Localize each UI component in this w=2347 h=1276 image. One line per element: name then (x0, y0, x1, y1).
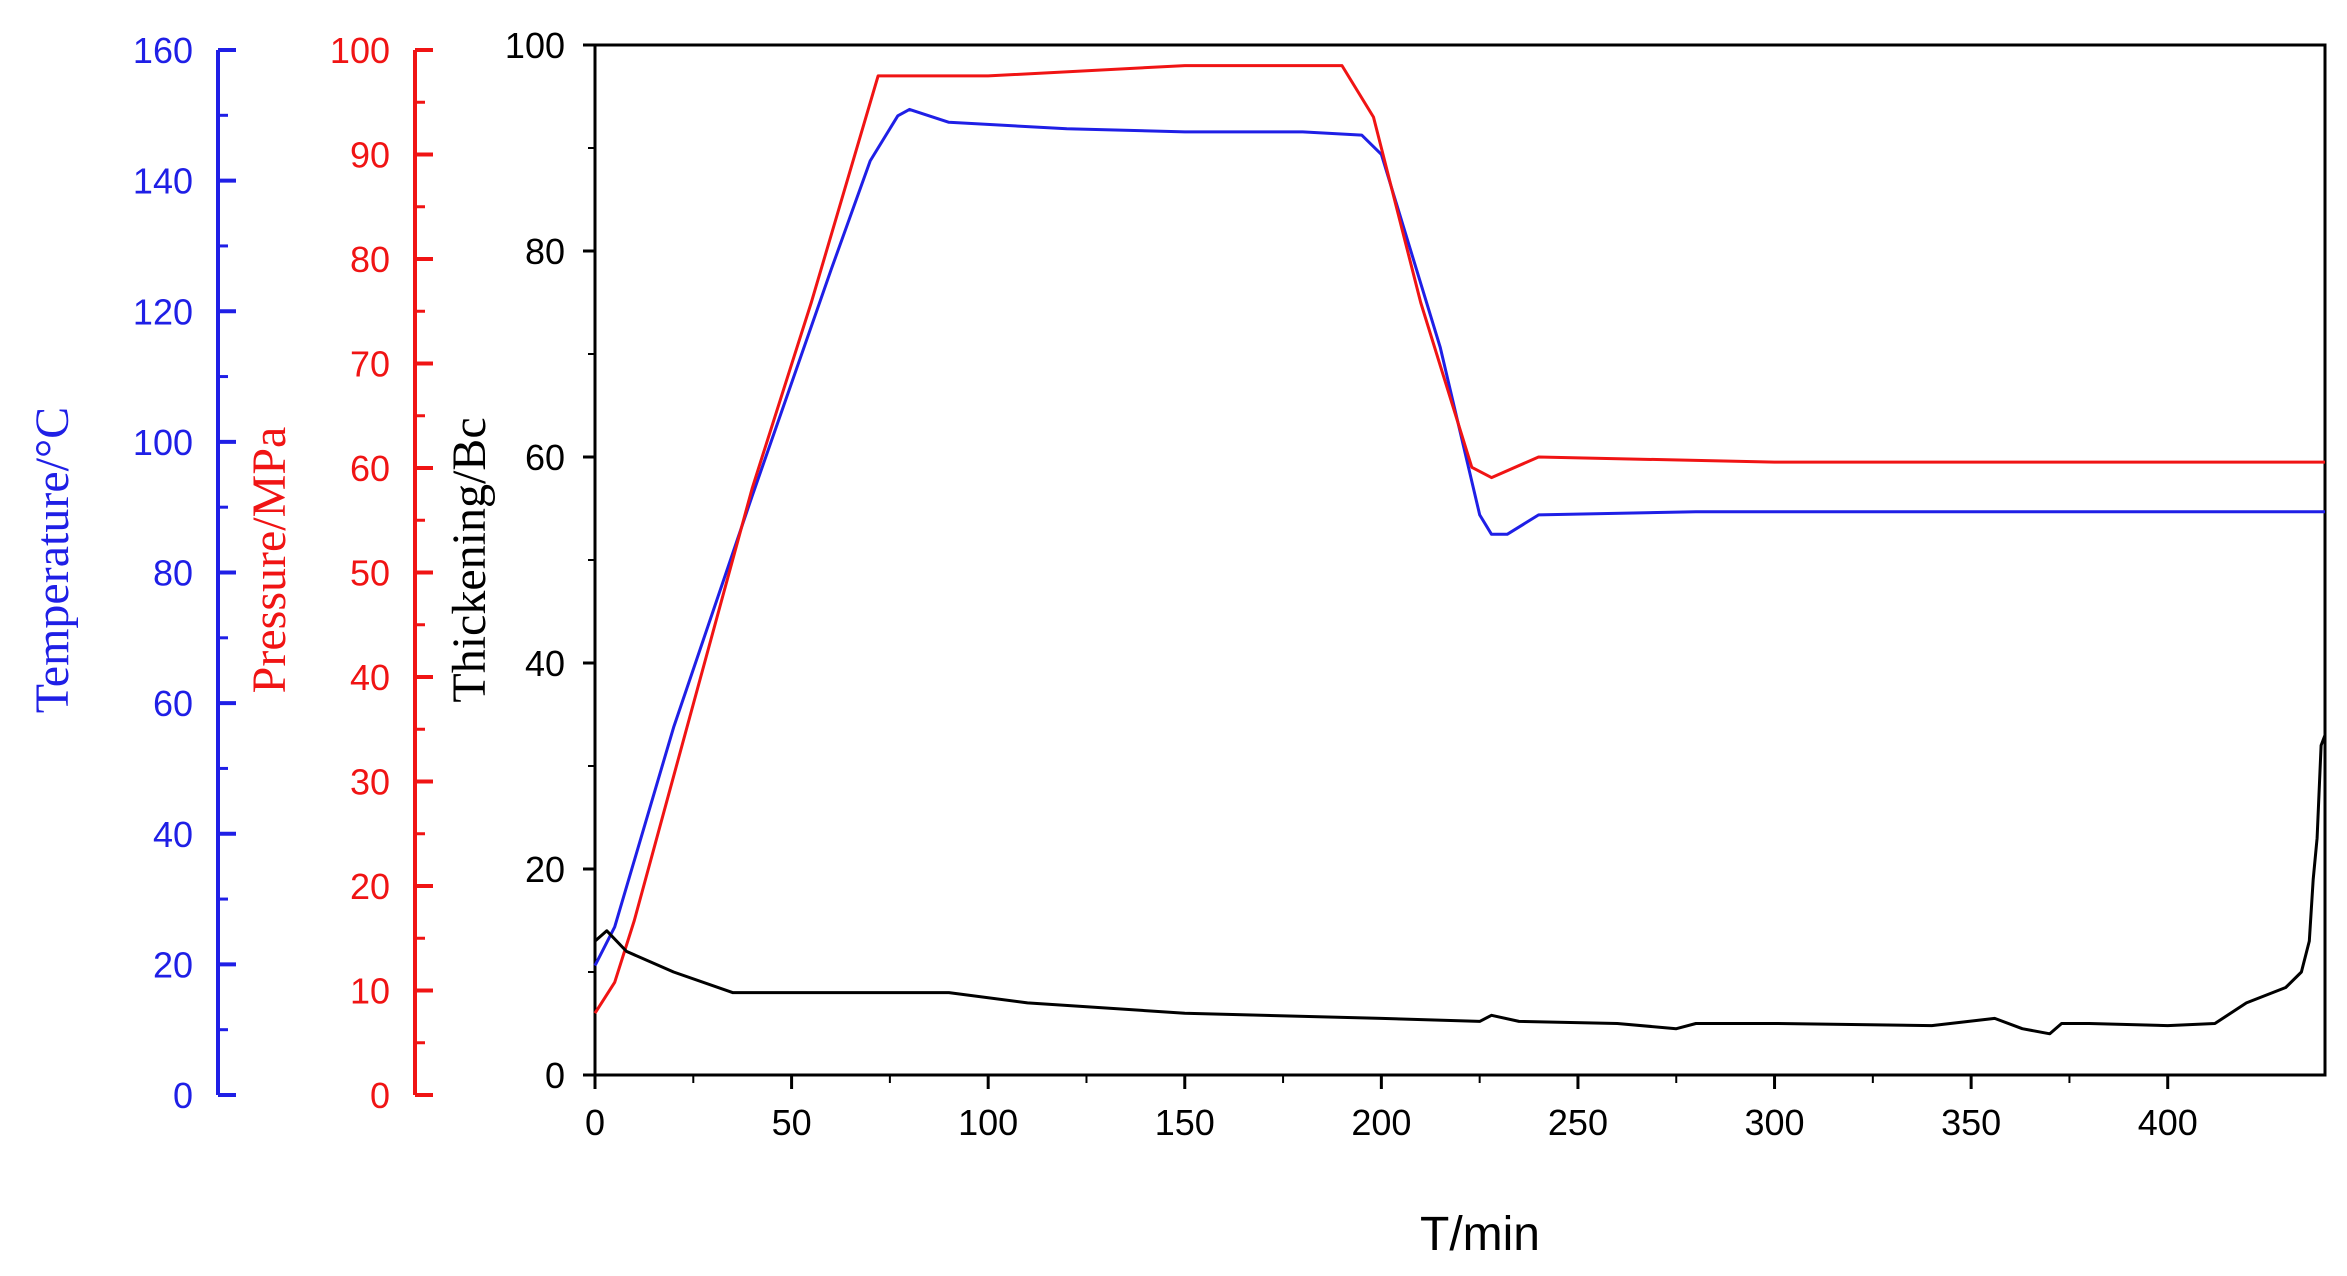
series-layer (593, 64, 2327, 1036)
temperature-axis-title: Temperature/°C (26, 407, 79, 713)
pressure-tick-label: 60 (350, 448, 390, 489)
temperature-tick-label: 40 (153, 814, 193, 855)
pressure-tick-label: 70 (350, 344, 390, 385)
labels-layer: 0 50 100 150 200 250 300 350 4000204060801000204… (26, 25, 2198, 1261)
pressure-tick-label: 90 (350, 135, 390, 176)
thickening-axis-title: Thickening/Bc (443, 417, 496, 702)
x-tick-label: 200 (1351, 1102, 1411, 1143)
x-tick-label: 150 (1155, 1102, 1215, 1143)
pressure-tick-label: 80 (350, 239, 390, 280)
thickening-series-line (594, 734, 2327, 1036)
pressure-tick-label: 10 (350, 971, 390, 1012)
pressure-series-line (593, 64, 2325, 1015)
pressure-axis-title: Pressure/MPa (243, 427, 296, 694)
thickening-tick-label: 60 (525, 437, 565, 478)
pressure-tick-label: 100 (330, 30, 390, 71)
x-tick-label: 350 (1941, 1102, 2001, 1143)
x-tick-label: 400 (2138, 1102, 2198, 1143)
thickening-tick-label: 80 (525, 231, 565, 272)
x-tick-label: 50 (772, 1102, 812, 1143)
x-axis-title: T/min (1420, 1208, 1540, 1261)
thickening-tick-label: 40 (525, 643, 565, 684)
pressure-tick-label: 40 (350, 657, 390, 698)
x-tick-label: 100 (958, 1102, 1018, 1143)
temperature-tick-label: 100 (133, 422, 193, 463)
temperature-tick-label: 140 (133, 161, 193, 202)
pressure-tick-label: 0 (370, 1075, 390, 1116)
temperature-tick-label: 20 (153, 944, 193, 985)
temperature-tick-label: 0 (173, 1075, 193, 1116)
thickening-tick-label: 20 (525, 849, 565, 890)
pressure-tick-label: 30 (350, 762, 390, 803)
thickening-tick-label: 0 (545, 1055, 565, 1096)
temperature-tick-label: 160 (133, 30, 193, 71)
pressure-tick-label: 20 (350, 866, 390, 907)
temperature-tick-label: 80 (153, 553, 193, 594)
temperature-tick-label: 120 (133, 291, 193, 332)
pressure-tick-label: 50 (350, 553, 390, 594)
x-tick-label: 0 (585, 1102, 605, 1143)
plot-frame (593, 43, 2327, 1077)
axes-layer (216, 43, 2327, 1097)
temperature-tick-label: 60 (153, 683, 193, 724)
x-tick-label: 300 (1745, 1102, 1805, 1143)
temperature-series-line (593, 107, 2325, 967)
x-tick-label: 250 (1548, 1102, 1608, 1143)
thickening-tick-label: 100 (505, 25, 565, 66)
